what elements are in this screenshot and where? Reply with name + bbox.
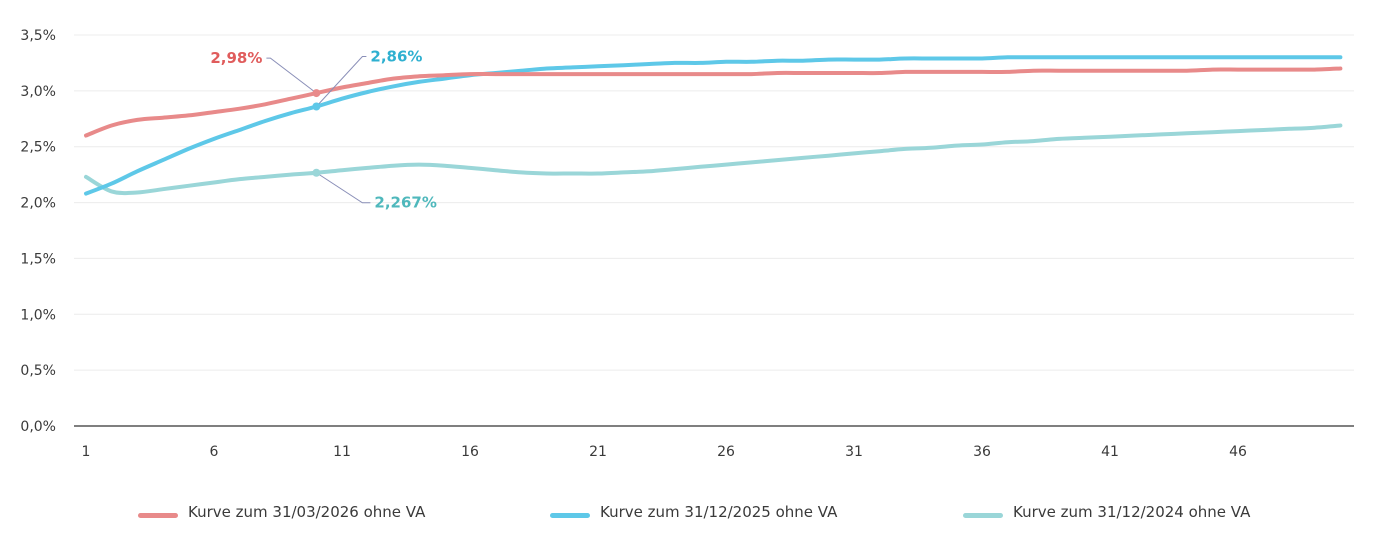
y-tick-label: 3,5% <box>20 28 56 44</box>
grid-lines <box>74 34 1354 371</box>
legend: Kurve zum 31/03/2026 ohne VA Kurve zum 3… <box>0 503 1394 533</box>
x-tick-label: 6 <box>210 444 219 460</box>
series-lines <box>84 55 1343 196</box>
legend-label-2025: Kurve zum 31/12/2025 ohne VA <box>600 503 838 521</box>
legend-swatch-2026 <box>138 512 178 518</box>
y-axis-tick-labels: 0,0% 0,5% 1,0% 1,5% 2,0% 2,5% 3,0% 3,5% <box>20 28 56 435</box>
x-tick-label: 21 <box>589 444 607 460</box>
x-axis-tick-labels: 1 6 11 16 21 26 31 36 41 46 <box>82 444 1247 460</box>
x-tick-label: 26 <box>717 444 735 460</box>
annotation-2026: 2,98% <box>210 49 262 67</box>
annotation-2024: 2,267% <box>374 194 436 212</box>
y-tick-label: 0,5% <box>20 363 56 379</box>
x-tick-label: 1 <box>82 444 91 460</box>
y-tick-label: 3,0% <box>20 84 56 100</box>
legend-item-2025[interactable]: Kurve zum 31/12/2025 ohne VA <box>550 503 837 521</box>
annotation-point <box>312 102 321 111</box>
annotation-point <box>312 168 321 177</box>
x-tick-label: 31 <box>845 444 863 460</box>
x-tick-label: 11 <box>333 444 351 460</box>
annotation-leader-line <box>316 172 371 204</box>
annotation-leader-line <box>266 57 317 94</box>
legend-item-2024[interactable]: Kurve zum 31/12/2024 ohne VA <box>963 503 1250 521</box>
x-tick-label: 46 <box>1229 444 1247 460</box>
y-tick-label: 2,5% <box>20 140 56 156</box>
annotation-2025: 2,86% <box>370 47 422 65</box>
y-tick-label: 2,0% <box>20 196 56 212</box>
x-tick-label: 16 <box>461 444 479 460</box>
legend-swatch-2024 <box>963 512 1003 518</box>
legend-label-2024: Kurve zum 31/12/2024 ohne VA <box>1013 503 1251 521</box>
x-tick-label: 36 <box>973 444 991 460</box>
y-tick-label: 1,5% <box>20 251 56 267</box>
series-line-2026 <box>84 66 1343 138</box>
series-line-2024 <box>84 123 1343 196</box>
annotation-leader-line <box>316 55 367 107</box>
legend-item-2026[interactable]: Kurve zum 31/03/2026 ohne VA <box>138 503 425 521</box>
legend-swatch-2025 <box>550 512 590 518</box>
series-line-2025 <box>84 55 1343 196</box>
y-tick-label: 1,0% <box>20 307 56 323</box>
x-tick-label: 41 <box>1101 444 1119 460</box>
line-chart: 0,0%0,5%1,0%1,5%2,0%2,5%3,0%3,5% 1 6 11 16 2… <box>20 28 1354 460</box>
y-tick-label: 0,0% <box>20 419 56 435</box>
annotation-point <box>312 89 321 98</box>
legend-label-2026: Kurve zum 31/03/2026 ohne VA <box>188 503 426 521</box>
annotations: 2,98% 2,86% 2,267% <box>210 47 437 211</box>
